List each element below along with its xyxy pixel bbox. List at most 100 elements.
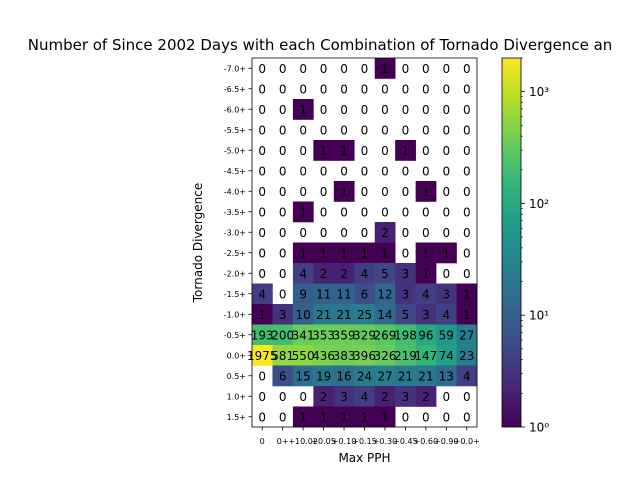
y-tick-label: -5.0+ — [224, 146, 246, 155]
cell-value: 0 — [361, 144, 369, 158]
cell-value: 0 — [422, 205, 430, 219]
cell-value: 0 — [258, 144, 266, 158]
heatmap-cell — [333, 283, 355, 305]
cell-value: 147 — [414, 349, 437, 363]
cell-value: 0 — [320, 62, 328, 76]
y-tick-label: -7.0+ — [224, 64, 246, 73]
cell-value: 0 — [361, 205, 369, 219]
cell-value: 0 — [442, 164, 450, 178]
cell-value: 0 — [381, 205, 389, 219]
cell-value: 4 — [361, 390, 369, 404]
heatmap-cell — [333, 140, 355, 161]
heatmap-cell — [436, 365, 457, 387]
cell-value: 341 — [292, 328, 315, 342]
cell-value: 0 — [340, 164, 348, 178]
cell-value: 1 — [320, 246, 328, 260]
cell-value: 0 — [442, 410, 450, 424]
cell-value: 0 — [361, 82, 369, 96]
cell-value: 0 — [340, 226, 348, 240]
heatmap-cell — [313, 324, 335, 346]
cell-value: 0 — [279, 62, 287, 76]
heatmap-cell — [415, 181, 437, 202]
y-tick-label: -1.0+ — [224, 310, 246, 319]
cell-value: 0 — [463, 267, 471, 281]
cell-value: 0 — [463, 103, 471, 117]
cell-value: 6 — [279, 369, 287, 383]
cell-value: 3 — [402, 287, 410, 301]
cell-value: 16 — [336, 369, 351, 383]
y-axis-ticks: -7.0+ -6.5+ -6.0+ -5.5+ -5.0+ -4.5+ -4.0+ -3.5+… — [224, 64, 252, 422]
cell-value: 0 — [402, 164, 410, 178]
cell-value: 0 — [442, 267, 450, 281]
cell-value: 14 — [377, 308, 392, 322]
heatmap-cell — [272, 365, 294, 387]
cell-value: 10 — [295, 308, 310, 322]
x-tick-label: +10.02 — [288, 437, 318, 446]
cell-value: 24 — [357, 369, 372, 383]
cell-value: 1 — [361, 410, 369, 424]
cell-value: 359 — [333, 328, 356, 342]
cell-value: 4 — [361, 267, 369, 281]
heatmap-cell — [252, 324, 273, 346]
colorbar — [501, 57, 522, 428]
cell-value: 0 — [361, 164, 369, 178]
cell-value: 0 — [463, 82, 471, 96]
cell-value: 0 — [361, 123, 369, 137]
heatmap-cell — [395, 304, 416, 325]
cell-value: 0 — [320, 185, 328, 199]
cell-value: 2 — [340, 267, 348, 281]
heatmap-cell — [313, 140, 335, 161]
cell-value: 1 — [258, 308, 266, 322]
cell-value: 1 — [361, 246, 369, 260]
heatmap-cell — [313, 365, 335, 387]
heatmap-cell — [292, 304, 314, 325]
heatmap-cell — [456, 324, 478, 346]
heatmap-cell — [333, 263, 355, 284]
colorbar-ticks: 10⁰ 10¹ 10² 10³ — [521, 57, 549, 435]
cell-value: 193 — [251, 328, 274, 342]
heatmap-cell — [333, 324, 355, 346]
cell-value: 0 — [279, 103, 287, 117]
y-tick-label: -6.0+ — [224, 105, 246, 114]
cell-value: 0 — [299, 82, 307, 96]
cell-value: 25 — [357, 308, 372, 322]
x-tick-label: +0.45 — [393, 437, 418, 446]
cell-value: 21 — [336, 308, 351, 322]
cell-value: 436 — [312, 349, 335, 363]
cell-value: 2 — [381, 226, 389, 240]
cell-value: 3 — [422, 308, 430, 322]
cell-value: 0 — [258, 267, 266, 281]
cell-value: 0 — [402, 185, 410, 199]
heatmap-cell — [415, 304, 437, 325]
heatmap-cell — [333, 406, 355, 428]
heatmap-cell — [292, 242, 314, 264]
cell-value: 1 — [381, 246, 389, 260]
cell-value: 11 — [336, 287, 351, 301]
heatmap-cell — [354, 406, 376, 428]
heatmap-cell — [313, 304, 335, 325]
cell-value: 1 — [320, 410, 328, 424]
cell-value: 5 — [381, 267, 389, 281]
cell-value: 0 — [299, 62, 307, 76]
y-tick-label: -5.5+ — [224, 126, 246, 135]
cell-value: 3 — [340, 390, 348, 404]
cell-value: 0 — [361, 103, 369, 117]
cell-value: 0 — [320, 226, 328, 240]
cell-value: 1 — [463, 308, 471, 322]
cell-value: 0 — [422, 103, 430, 117]
cell-value: 0 — [442, 144, 450, 158]
cell-value: 0 — [463, 62, 471, 76]
colorbar-tick-label: 10³ — [529, 85, 549, 99]
heatmap-cell — [333, 304, 355, 325]
cell-value: 0 — [258, 185, 266, 199]
heatmap-cell — [456, 283, 478, 305]
cell-value: 11 — [316, 287, 331, 301]
cell-value: 0 — [258, 164, 266, 178]
cell-value: 3 — [402, 390, 410, 404]
cell-value: 0 — [361, 185, 369, 199]
cell-value: 0 — [279, 267, 287, 281]
x-axis-ticks: 0 0+ +10.02+0.05+0.10+0.15+0.30+0.45+0.60+… — [260, 427, 480, 446]
heatmap-cell — [292, 365, 314, 387]
cell-value: 3 — [402, 267, 410, 281]
